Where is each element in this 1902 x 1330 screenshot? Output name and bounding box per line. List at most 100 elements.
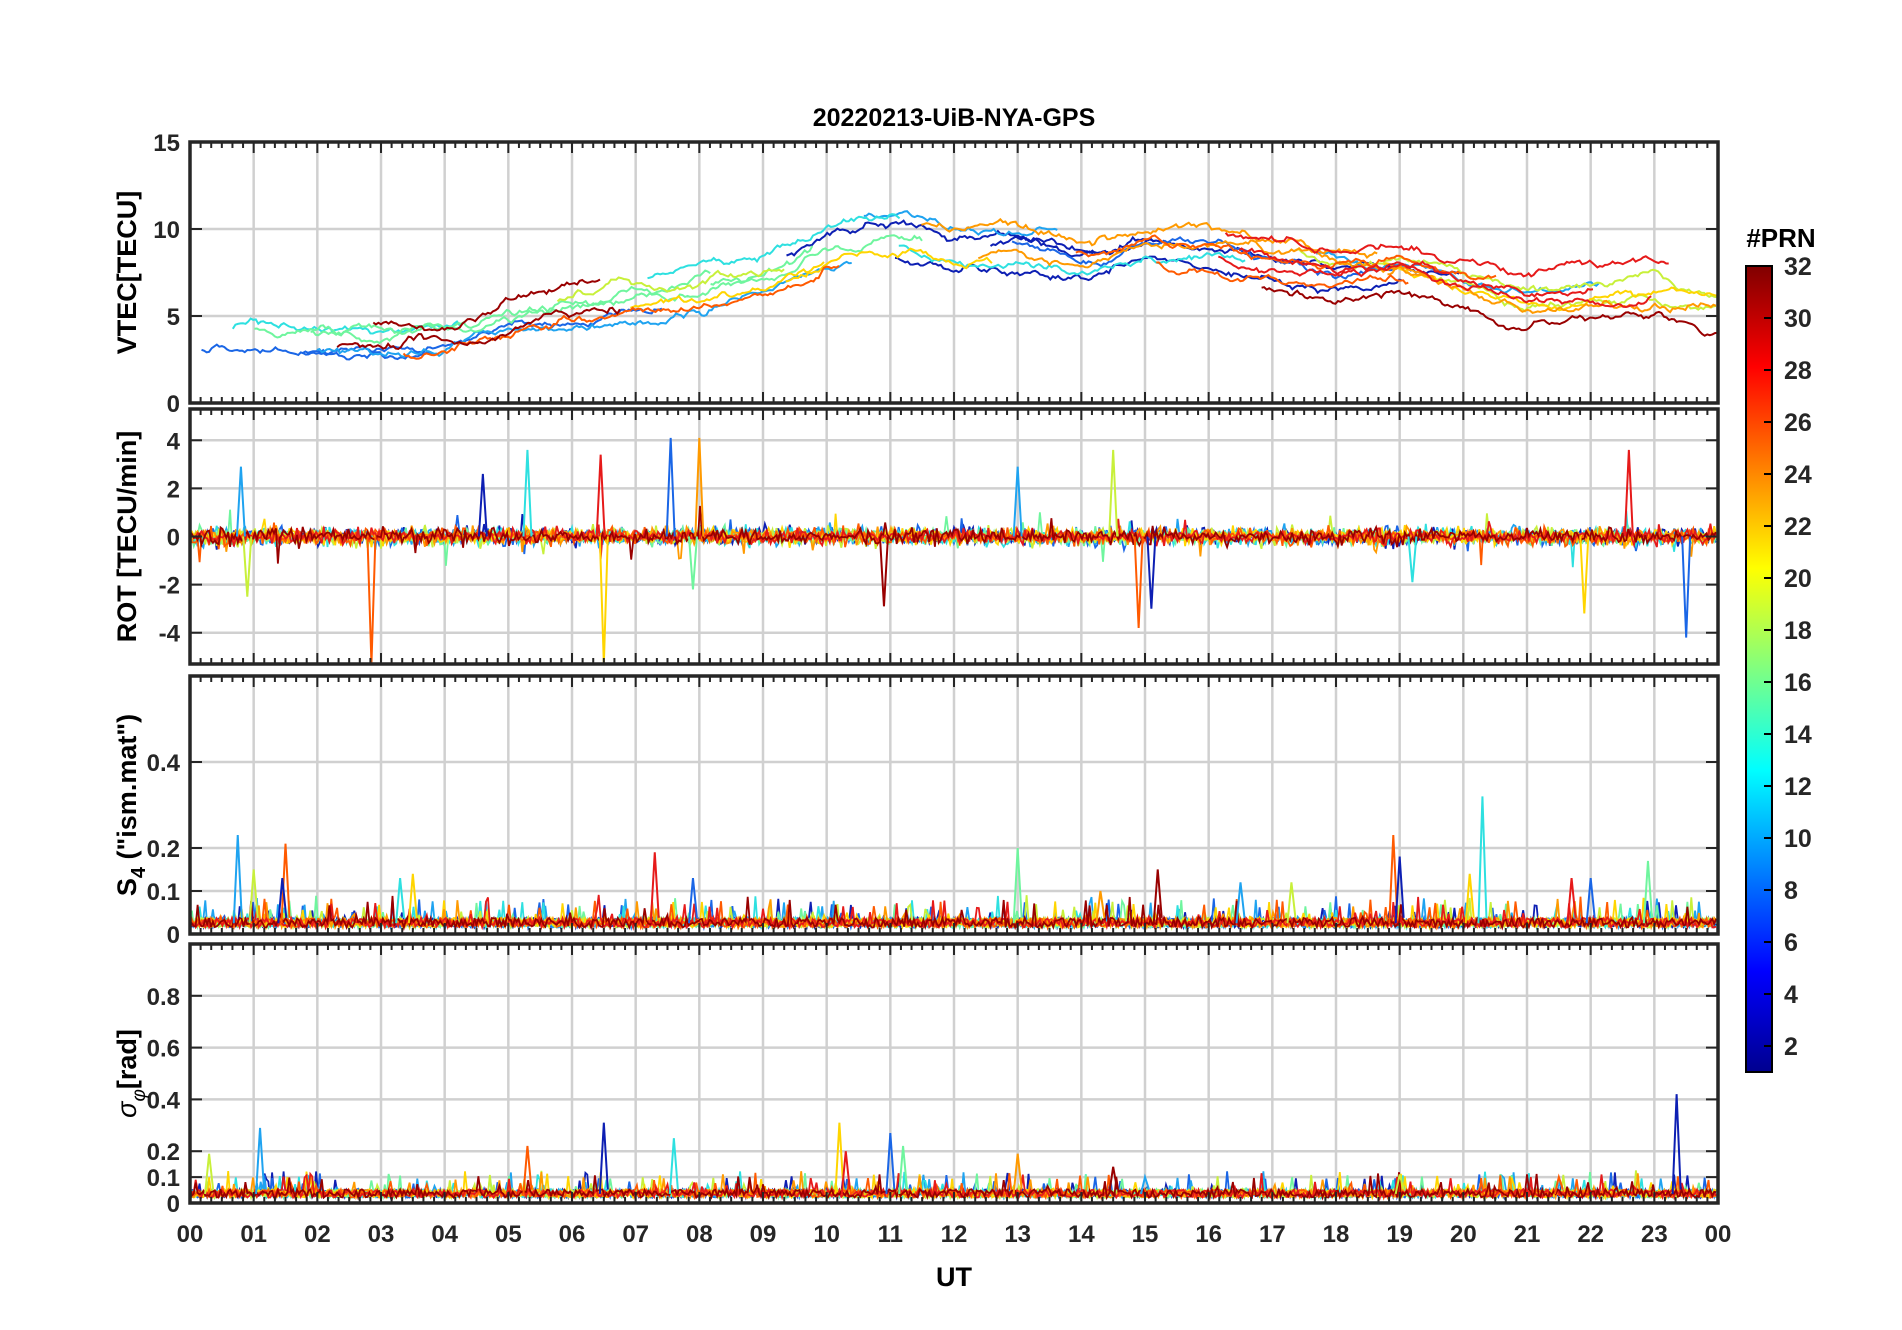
data-spike <box>280 843 291 924</box>
series-line <box>921 217 1378 259</box>
x-tick-label: 15 <box>1132 1221 1159 1248</box>
panel-vtec: 0 5 10 15 VTEC[TECU] <box>112 130 1720 418</box>
colorbar-tick-label: 30 <box>1784 305 1812 333</box>
y-tick-label: 15 <box>153 130 180 157</box>
y-tick-label: 0.4 <box>147 1087 181 1114</box>
colorbar-tick-label: 2 <box>1784 1033 1798 1061</box>
data-spike <box>687 877 698 924</box>
y-tick-label: 0.2 <box>147 1139 180 1166</box>
series-line <box>1387 265 1717 315</box>
series-line <box>710 234 923 286</box>
data-spike <box>242 536 253 597</box>
series-line <box>786 219 1157 258</box>
data-spike <box>1388 835 1399 924</box>
data-spike <box>595 454 606 537</box>
data-spike <box>687 536 698 590</box>
data-spike <box>255 1127 266 1195</box>
x-tick-label: 11 <box>878 1221 903 1248</box>
x-tick-label: 19 <box>1386 1221 1413 1248</box>
data-spike <box>1108 449 1119 537</box>
data-spike <box>1464 873 1475 924</box>
data-spike <box>1133 536 1144 628</box>
colorbar-tick-label: 16 <box>1784 669 1812 697</box>
y-tick-label: 0 <box>167 391 180 418</box>
data-spike <box>1477 796 1488 924</box>
data-spike <box>1140 1173 1150 1195</box>
data-spike <box>1623 449 1634 537</box>
series-line <box>630 261 825 309</box>
colorbar-scale <box>1745 265 1773 1073</box>
data-spike <box>232 835 243 924</box>
data-spike <box>840 1151 851 1195</box>
y-tick-label: 0 <box>167 922 180 949</box>
colorbar-tick-label: 6 <box>1784 929 1798 957</box>
panel-ticks <box>189 409 1719 664</box>
x-tick-label: 06 <box>559 1221 586 1248</box>
y-tick-label: 0.6 <box>147 1036 180 1063</box>
x-tick-label: 08 <box>686 1221 713 1248</box>
data-spike <box>407 873 418 924</box>
series-line <box>647 213 901 280</box>
chart-title: 20220213-UiB-NYA-GPS <box>813 104 1096 132</box>
x-tick-label: 05 <box>495 1221 522 1248</box>
series-line <box>310 245 814 345</box>
data-spike <box>878 536 889 607</box>
colorbar-tick-label: 10 <box>1784 825 1812 853</box>
data-spike <box>1235 882 1246 924</box>
colorbar-tick-label: 4 <box>1784 981 1798 1009</box>
colorbar-label: #PRN <box>1746 223 1815 253</box>
data-spike <box>1579 536 1590 614</box>
colorbar-tick-label: 8 <box>1784 877 1798 905</box>
data-spike <box>1012 847 1023 924</box>
data-spike <box>1671 1094 1682 1194</box>
panel-grid <box>190 676 1718 934</box>
y-tick-label: 0.1 <box>147 1165 180 1192</box>
y-tick-label: 5 <box>167 304 180 331</box>
series-line <box>254 269 711 339</box>
series-line <box>1238 247 1594 298</box>
x-tick-label: 23 <box>1641 1221 1668 1248</box>
y-tick-label: 0 <box>167 525 180 552</box>
series-line <box>190 518 1717 560</box>
colorbar-tick-label: 24 <box>1784 461 1812 489</box>
colorbar-tick-label: 26 <box>1784 409 1812 437</box>
y-axis-label: S4 ("ism.mat") <box>112 714 150 896</box>
data-spike <box>834 1122 845 1194</box>
panel-traces <box>201 210 1718 361</box>
series-line <box>1261 286 1718 337</box>
x-tick-label: 01 <box>240 1221 267 1248</box>
series-line <box>372 278 601 332</box>
series-line <box>898 244 1246 276</box>
panel-ticks <box>189 676 1719 935</box>
series-line <box>1224 232 1669 278</box>
data-spike <box>1095 890 1106 924</box>
series-line <box>190 898 1717 931</box>
colorbar-tick-label: 28 <box>1784 357 1812 385</box>
panel-rot: -4 -2 0 2 4 ROT [TECU/min] <box>112 407 1720 666</box>
data-spike <box>1407 536 1418 583</box>
data-spike <box>598 1122 609 1194</box>
data-spike <box>665 437 676 537</box>
colorbar-tick-label: 12 <box>1784 773 1812 801</box>
series-line <box>1383 262 1718 312</box>
panel-traces <box>190 437 1717 664</box>
data-spike <box>1394 1174 1405 1195</box>
panel-traces <box>190 796 1717 932</box>
series-line <box>1156 261 1409 289</box>
data-spike <box>1681 536 1692 638</box>
series-line <box>1011 236 1400 280</box>
y-tick-label: -4 <box>159 621 181 648</box>
x-tick-label: 00 <box>177 1221 204 1248</box>
x-tick-labels: 00 01 02 03 04 05 06 07 08 09 10 11 12 13 14 15 16 17 18 19… <box>177 1221 1732 1248</box>
x-tick-label: 18 <box>1323 1221 1350 1248</box>
data-spike <box>522 1145 533 1195</box>
y-axis-label: ROT [TECU/min] <box>112 431 142 642</box>
series-line <box>556 268 785 303</box>
data-spike <box>1394 856 1405 924</box>
x-tick-label: 09 <box>750 1221 777 1248</box>
panel-grid <box>190 142 1718 403</box>
x-tick-label: 03 <box>368 1221 395 1248</box>
panel-ticks <box>189 141 1719 404</box>
data-spike <box>598 536 609 664</box>
